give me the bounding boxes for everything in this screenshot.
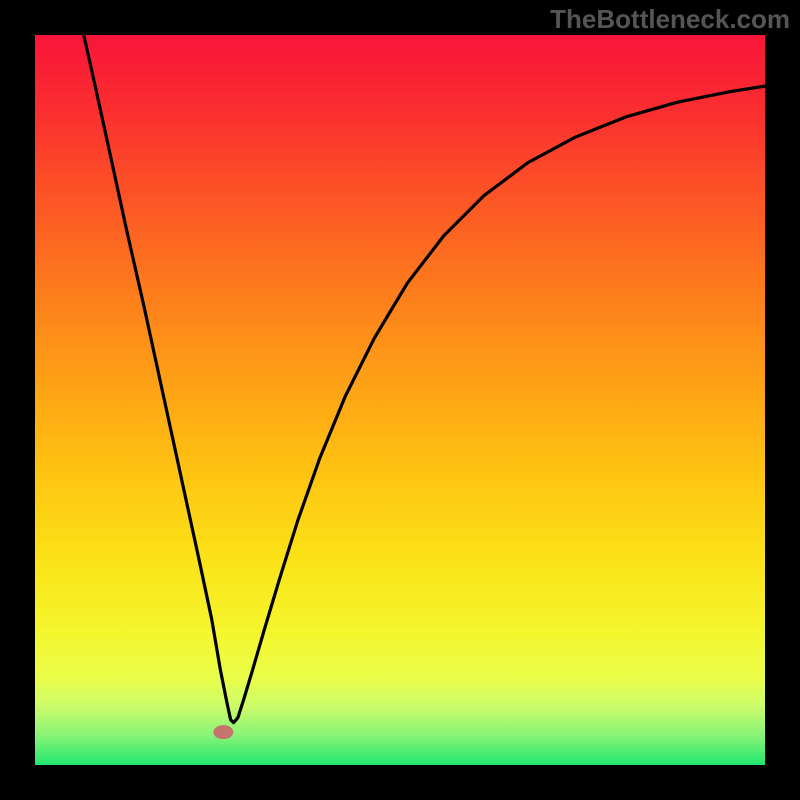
bottleneck-chart-svg [0, 0, 800, 800]
gradient-background [35, 35, 765, 765]
watermark-text: TheBottleneck.com [550, 4, 790, 35]
chart-container: TheBottleneck.com [0, 0, 800, 800]
optimum-marker [213, 725, 233, 739]
